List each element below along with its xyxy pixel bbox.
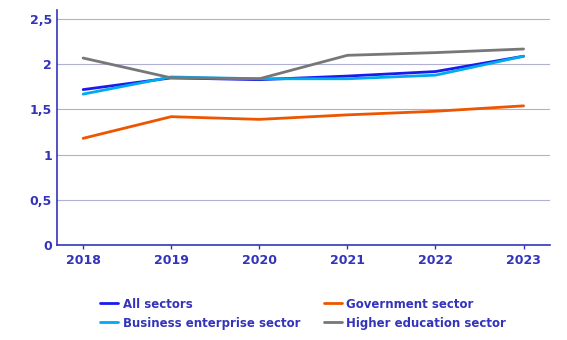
Legend: All sectors, Business enterprise sector, Government sector, Higher education sec: All sectors, Business enterprise sector,… <box>100 298 506 329</box>
Government sector <box>80 136 87 140</box>
Business enterprise sector <box>432 73 439 77</box>
All sectors <box>80 88 87 92</box>
Government sector <box>520 104 527 108</box>
Government sector <box>168 115 175 119</box>
All sectors <box>344 74 351 78</box>
All sectors <box>256 78 263 82</box>
Business enterprise sector <box>80 92 87 96</box>
Line: Higher education sector: Higher education sector <box>83 49 523 79</box>
Business enterprise sector <box>520 54 527 58</box>
Line: Government sector: Government sector <box>83 106 523 138</box>
All sectors <box>168 76 175 80</box>
Line: All sectors: All sectors <box>83 56 523 90</box>
Higher education sector <box>344 53 351 57</box>
Business enterprise sector <box>344 77 351 81</box>
Higher education sector <box>520 47 527 51</box>
Higher education sector <box>256 77 263 81</box>
Line: Business enterprise sector: Business enterprise sector <box>83 56 523 94</box>
Government sector <box>256 117 263 121</box>
Government sector <box>432 109 439 113</box>
Business enterprise sector <box>256 77 263 81</box>
Higher education sector <box>168 76 175 80</box>
Business enterprise sector <box>168 75 175 79</box>
Higher education sector <box>432 51 439 55</box>
All sectors <box>432 69 439 73</box>
All sectors <box>520 54 527 58</box>
Government sector <box>344 113 351 117</box>
Higher education sector <box>80 56 87 60</box>
